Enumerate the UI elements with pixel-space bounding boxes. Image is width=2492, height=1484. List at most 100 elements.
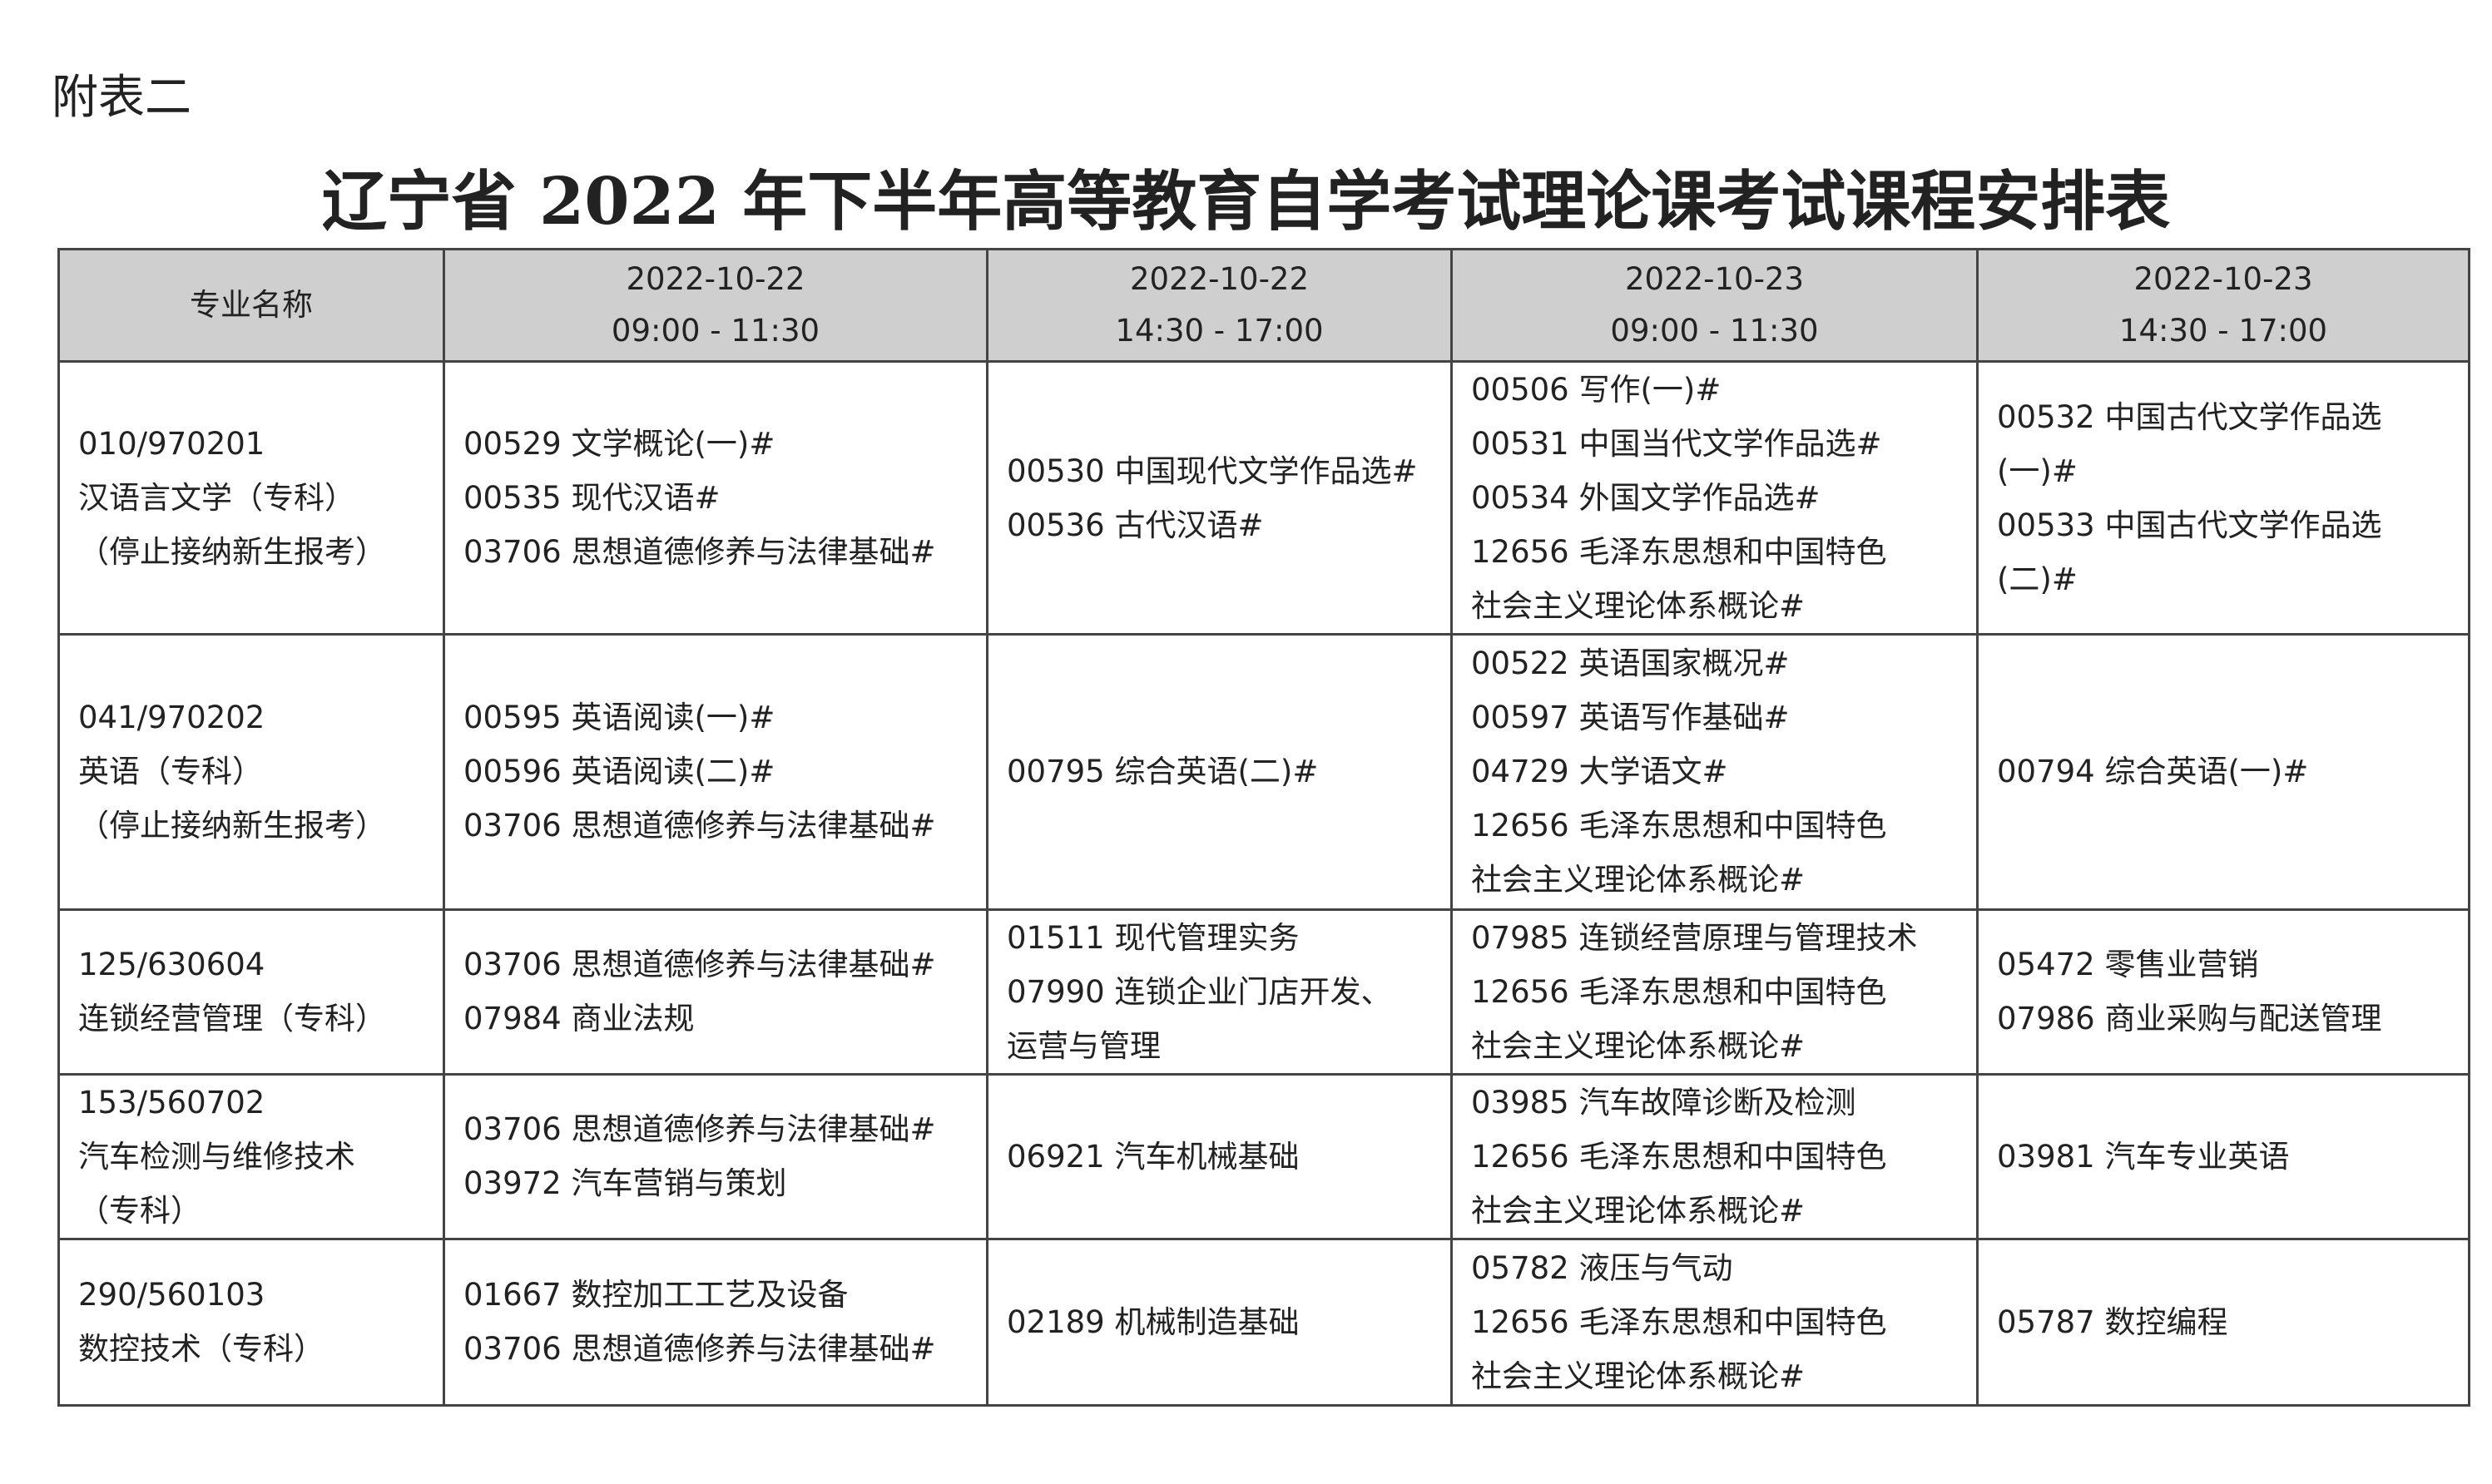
course-cell: 02189 机械制造基础: [986, 1237, 1453, 1407]
cell-text: 00534 外国文学作品选#: [1471, 480, 1821, 516]
schedule-table: 专业名称 2022-10-22 09:00 - 11:30 2022-10-22 14:…: [57, 248, 2470, 1407]
cell-text: 汽车检测与维修技术: [78, 1138, 355, 1175]
cell-text: 00533 中国古代文学作品选: [1997, 507, 2382, 543]
cell-text: 03706 思想道德修养与法律基础#: [463, 808, 936, 844]
course-cell: 06921 汽车机械基础: [986, 1072, 1453, 1240]
table-row: 041/970202 英语（专科） （停止接纳新生报考） 00595 英语阅读(一)#…: [57, 633, 2470, 911]
course-cell: 03706 思想道德修养与法律基础# 03972 汽车营销与策划: [443, 1072, 988, 1240]
cell-text: 连锁经营管理（专科）: [78, 1001, 386, 1037]
cell-text: 00535 现代汉语#: [463, 480, 721, 516]
course-cell: 00530 中国现代文学作品选# 00536 古代汉语#: [986, 360, 1453, 636]
cell-text: 00597 英语写作基础#: [1471, 700, 1790, 736]
course-cell: 00532 中国古代文学作品选 (一)# 00533 中国古代文学作品选 (二)#: [1976, 360, 2470, 636]
cell-text: (二)#: [1997, 561, 2078, 597]
cell-text: 社会主义理论体系概论#: [1471, 1358, 1806, 1394]
cell-text: 社会主义理论体系概论#: [1471, 588, 1806, 624]
cell-text: 03706 思想道德修养与法律基础#: [463, 1331, 936, 1368]
cell-text: 01667 数控加工工艺及设备: [463, 1277, 849, 1313]
course-cell: 05782 液压与气动 12656 毛泽东思想和中国特色 社会主义理论体系概论#: [1450, 1237, 1979, 1407]
cell-text: 00536 古代汉语#: [1007, 507, 1264, 543]
cell-text: （停止接纳新生报考）: [78, 808, 386, 844]
cell-text: 05782 液压与气动: [1471, 1249, 1733, 1286]
course-cell: 05472 零售业营销 07986 商业采购与配送管理: [1976, 908, 2470, 1076]
cell-text: 00531 中国当代文学作品选#: [1471, 426, 1882, 462]
header-text: 2022-10-22: [626, 261, 805, 297]
major-cell: 125/630604 连锁经营管理（专科）: [57, 908, 445, 1076]
table-row: 290/560103 数控技术（专科） 01667 数控加工工艺及设备 03706 思…: [57, 1237, 2470, 1407]
cell-text: 06921 汽车机械基础: [1007, 1138, 1300, 1175]
cell-text: 社会主义理论体系概论#: [1471, 862, 1806, 898]
table-row: 153/560702 汽车检测与维修技术 （专科） 03706 思想道德修养与法律基础…: [57, 1072, 2470, 1240]
table-body: 010/970201 汉语言文学（专科） （停止接纳新生报考） 00529 文学概论(…: [57, 360, 2470, 1407]
major-cell: 290/560103 数控技术（专科）: [57, 1237, 445, 1407]
cell-text: 041/970202: [78, 700, 265, 736]
cell-text: 00506 写作(一)#: [1471, 372, 1722, 408]
header-text: 14:30 - 17:00: [2118, 313, 2328, 349]
cell-text: 05472 零售业营销: [1997, 947, 2259, 983]
cell-text: 07990 连锁企业门店开发、: [1007, 973, 1392, 1010]
cell-text: 汉语言文学（专科）: [78, 480, 355, 516]
cell-text: 03706 思想道德修养与法律基础#: [463, 534, 936, 570]
cell-text: 数控技术（专科）: [78, 1331, 325, 1368]
cell-text: 010/970201: [78, 426, 265, 462]
course-cell: 03985 汽车故障诊断及检测 12656 毛泽东思想和中国特色 社会主义理论体系概…: [1450, 1072, 1979, 1240]
cell-text: 05787 数控编程: [1997, 1303, 2228, 1340]
major-cell: 010/970201 汉语言文学（专科） （停止接纳新生报考）: [57, 360, 445, 636]
header-cell: 专业名称: [57, 248, 445, 363]
header-text: 2022-10-23: [2133, 261, 2313, 297]
header-text: 2022-10-22: [1129, 261, 1310, 297]
cell-text: 12656 毛泽东思想和中国特色: [1471, 973, 1887, 1010]
cell-text: 运营与管理: [1007, 1027, 1161, 1064]
cell-text: 153/560702: [78, 1084, 265, 1120]
major-cell: 041/970202 英语（专科） （停止接纳新生报考）: [57, 633, 445, 911]
course-cell: 03706 思想道德修养与法律基础# 07984 商业法规: [443, 908, 988, 1076]
course-cell: 00506 写作(一)# 00531 中国当代文学作品选# 00534 外国文学作品…: [1450, 360, 1979, 636]
header-row: 专业名称 2022-10-22 09:00 - 11:30 2022-10-22 14:…: [57, 248, 2470, 363]
cell-text: 00596 英语阅读(二)#: [463, 754, 775, 790]
course-cell: 00595 英语阅读(一)# 00596 英语阅读(二)# 03706 思想道德修养…: [443, 633, 988, 911]
cell-text: 03706 思想道德修养与法律基础#: [463, 1111, 936, 1148]
course-cell: 00794 综合英语(一)#: [1976, 633, 2470, 911]
course-cell: 01511 现代管理实务 07990 连锁企业门店开发、 运营与管理: [986, 908, 1453, 1076]
course-cell: 00529 文学概论(一)# 00535 现代汉语# 03706 思想道德修养与法律…: [443, 360, 988, 636]
cell-text: 03981 汽车专业英语: [1997, 1138, 2290, 1175]
course-cell: 00522 英语国家概况# 00597 英语写作基础# 04729 大学语文# 126…: [1450, 633, 1979, 911]
cell-text: 290/560103: [78, 1277, 265, 1313]
cell-text: 01511 现代管理实务: [1007, 919, 1300, 956]
cell-text: 12656 毛泽东思想和中国特色: [1471, 1138, 1887, 1175]
cell-text: 社会主义理论体系概论#: [1471, 1192, 1806, 1229]
cell-text: 00529 文学概论(一)#: [463, 426, 775, 462]
cell-text: （专科）: [78, 1192, 201, 1229]
header-cell: 2022-10-22 14:30 - 17:00: [986, 248, 1453, 363]
cell-text: 02189 机械制造基础: [1007, 1303, 1300, 1340]
cell-text: 07986 商业采购与配送管理: [1997, 1001, 2382, 1037]
header-cell: 2022-10-23 09:00 - 11:30: [1450, 248, 1979, 363]
course-cell: 03981 汽车专业英语: [1976, 1072, 2470, 1240]
cell-text: 社会主义理论体系概论#: [1471, 1027, 1806, 1064]
cell-text: 00530 中国现代文学作品选#: [1007, 453, 1418, 489]
course-cell: 07985 连锁经营原理与管理技术 12656 毛泽东思想和中国特色 社会主义理论体…: [1450, 908, 1979, 1076]
header-text: 09:00 - 11:30: [1610, 313, 1819, 349]
cell-text: 12656 毛泽东思想和中国特色: [1471, 534, 1887, 570]
doc-label: 附表二: [52, 71, 191, 125]
header-text: 2022-10-23: [1624, 261, 1805, 297]
cell-text: 00522 英语国家概况#: [1471, 646, 1790, 682]
cell-text: 03706 思想道德修养与法律基础#: [463, 947, 936, 983]
cell-text: 00795 综合英语(二)#: [1007, 754, 1319, 790]
cell-text: （停止接纳新生报考）: [78, 534, 386, 570]
cell-text: 英语（专科）: [78, 754, 263, 790]
cell-text: 07985 连锁经营原理与管理技术: [1471, 919, 1918, 956]
cell-text: 07984 商业法规: [463, 1001, 695, 1037]
cell-text: 00595 英语阅读(一)#: [463, 700, 775, 736]
course-cell: 00795 综合英语(二)#: [986, 633, 1453, 911]
cell-text: 03972 汽车营销与策划: [463, 1165, 787, 1202]
cell-text: (一)#: [1997, 453, 2078, 489]
cell-text: 12656 毛泽东思想和中国特色: [1471, 1303, 1887, 1340]
header-cell: 2022-10-22 09:00 - 11:30: [443, 248, 988, 363]
table-row: 010/970201 汉语言文学（专科） （停止接纳新生报考） 00529 文学概论(…: [57, 360, 2470, 636]
cell-text: 12656 毛泽东思想和中国特色: [1471, 808, 1887, 844]
header-cell: 2022-10-23 14:30 - 17:00: [1976, 248, 2470, 363]
cell-text: 00794 综合英语(一)#: [1997, 754, 2309, 790]
header-text: 专业名称: [190, 287, 313, 323]
header-text: 14:30 - 17:00: [1115, 313, 1324, 349]
